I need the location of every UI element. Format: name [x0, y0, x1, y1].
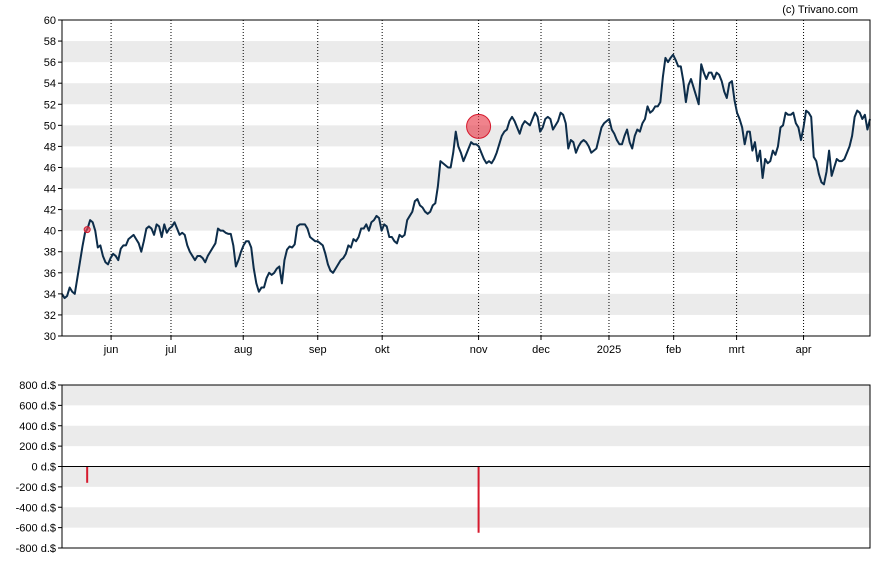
month-label: 2025: [597, 344, 621, 356]
month-label: dec: [532, 344, 550, 356]
price-x-axis: jun jul aug sep okt nov dec 2025 feb mrt apr: [103, 336, 812, 356]
month-label: mrt: [729, 344, 745, 356]
price-line-series: [61, 53, 871, 300]
month-label: feb: [666, 344, 681, 356]
price-y-label: 60: [44, 15, 56, 27]
volume-y-label: -800 d.$: [16, 543, 56, 555]
price-y-label: 42: [44, 205, 56, 217]
price-band: [62, 209, 870, 231]
volume-y-label: 800 d.$: [19, 380, 56, 392]
price-y-axis: 30 32 34 36 38 40 42 44 46 48 50 52 54 56 58 60: [44, 15, 62, 343]
price-chart-frame: [61, 19, 871, 337]
price-line: [61, 53, 871, 300]
volume-y-label: -400 d.$: [16, 502, 56, 514]
volume-band: [62, 507, 870, 528]
price-y-label: 48: [44, 141, 56, 153]
price-y-label: 50: [44, 120, 56, 132]
volume-bars: [86, 466, 480, 533]
volume-y-label: 0 d.$: [32, 462, 56, 474]
price-y-label: 30: [44, 331, 56, 343]
price-y-label: 32: [44, 310, 56, 322]
price-y-label: 38: [44, 247, 56, 259]
volume-y-axis: -800 d.$ -600 d.$ -400 d.$ -200 d.$ 0 d.$ 200…: [16, 380, 62, 555]
price-y-label: 56: [44, 57, 56, 69]
price-band: [62, 83, 870, 105]
price-chart-bands: [62, 41, 870, 315]
volume-y-label: -200 d.$: [16, 482, 56, 494]
month-label: nov: [470, 344, 488, 356]
price-band: [62, 293, 870, 315]
credit-label: (c) Trivano.com: [782, 4, 858, 16]
month-label: sep: [309, 344, 327, 356]
volume-band: [62, 466, 870, 487]
price-band: [62, 251, 870, 273]
trade-marker: [466, 113, 492, 139]
price-band: [62, 167, 870, 189]
price-y-label: 52: [44, 99, 56, 111]
price-y-label: 40: [44, 226, 56, 238]
volume-band: [62, 425, 870, 447]
volume-y-label: 600 d.$: [19, 400, 56, 412]
month-label: apr: [796, 344, 812, 356]
volume-y-label: -600 d.$: [16, 523, 56, 535]
volume-band: [62, 385, 870, 406]
trade-markers: [83, 113, 492, 234]
volume-chart-bands: [62, 385, 870, 528]
month-label: jul: [164, 344, 176, 356]
price-y-label: 34: [44, 289, 56, 301]
month-label: aug: [234, 344, 252, 356]
price-y-label: 58: [44, 36, 56, 48]
trade-marker: [83, 226, 91, 234]
price-y-label: 46: [44, 162, 56, 174]
price-band: [62, 41, 870, 63]
volume-y-label: 400 d.$: [19, 421, 56, 433]
price-band: [62, 125, 870, 147]
volume-y-label: 200 d.$: [19, 441, 56, 453]
price-y-label: 36: [44, 268, 56, 280]
month-label: jun: [103, 344, 119, 356]
month-label: okt: [375, 344, 390, 356]
price-frame: [61, 19, 871, 337]
price-y-label: 54: [44, 78, 56, 90]
price-y-label: 44: [44, 184, 56, 196]
